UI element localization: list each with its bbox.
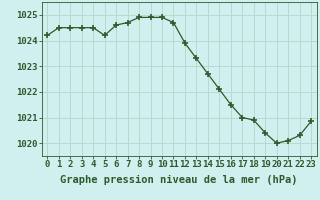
X-axis label: Graphe pression niveau de la mer (hPa): Graphe pression niveau de la mer (hPa): [60, 175, 298, 185]
